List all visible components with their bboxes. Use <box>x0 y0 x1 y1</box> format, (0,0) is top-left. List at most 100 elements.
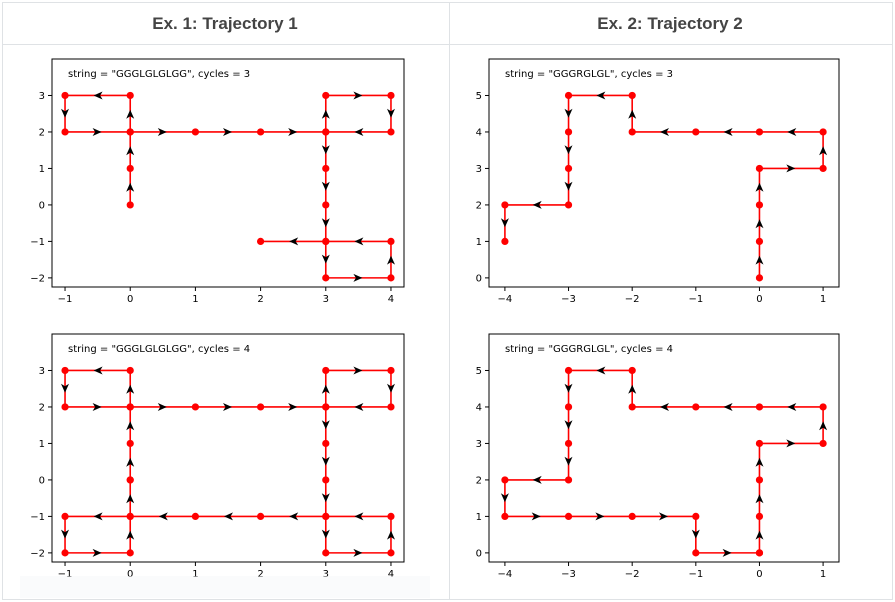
data-point <box>322 366 330 375</box>
data-point <box>564 128 573 136</box>
direction-arrow <box>354 237 364 246</box>
data-point <box>387 91 395 100</box>
direction-arrow <box>353 273 363 282</box>
y-tick-label: 0 <box>476 273 482 284</box>
y-tick-label: 2 <box>39 127 45 138</box>
data-point <box>126 476 134 484</box>
data-point <box>692 512 700 520</box>
data-point <box>191 512 200 520</box>
direction-arrow <box>354 512 364 521</box>
direction-arrow <box>564 456 573 466</box>
data-point <box>126 403 134 411</box>
x-tick-label: 4 <box>388 294 394 305</box>
direction-arrow <box>93 91 103 100</box>
data-point <box>628 403 636 411</box>
x-tick-label: −1 <box>58 294 73 305</box>
data-point <box>755 512 764 520</box>
data-point <box>564 91 573 100</box>
y-tick-label: −2 <box>30 273 45 284</box>
x-tick-label: 2 <box>257 294 263 305</box>
y-tick-label: 1 <box>476 512 482 523</box>
x-tick-label: 3 <box>323 569 329 580</box>
y-tick-label: −1 <box>30 237 45 248</box>
direction-arrow <box>61 529 69 539</box>
y-tick-label: 1 <box>39 164 45 175</box>
direction-arrow <box>321 109 330 119</box>
y-tick-label: 5 <box>476 366 482 377</box>
y-tick-label: 3 <box>476 164 482 175</box>
direction-arrow <box>93 366 103 375</box>
direction-arrow <box>691 529 700 539</box>
y-tick-label: 4 <box>476 402 482 413</box>
direction-arrow <box>532 200 542 209</box>
plot-ex1-cycles4: −1 0 1 2 3 4 −2 −1 0 1 2 3 string = "GGGLGLGLGG", cy… <box>30 333 405 580</box>
direction-arrow <box>819 421 828 431</box>
y-tick-label: −1 <box>30 512 45 523</box>
data-point <box>564 164 573 173</box>
direction-arrow <box>61 383 69 393</box>
plot-ex2-cycles4: −4 −3 −2 −1 0 1 0 1 2 3 4 5 string = "GGGRGLGL", cyc… <box>476 333 840 580</box>
data-point <box>501 512 509 520</box>
x-tick-label: 0 <box>756 569 762 580</box>
data-point <box>256 403 265 411</box>
direction-arrow <box>321 456 330 466</box>
x-tick-label: −1 <box>688 569 703 580</box>
data-point <box>692 403 700 411</box>
direction-arrow <box>321 145 330 155</box>
direction-arrow <box>723 128 733 136</box>
y-tick-label: 2 <box>476 475 482 486</box>
data-point <box>322 201 330 209</box>
x-tick-label: −2 <box>625 294 640 305</box>
direction-arrow <box>387 108 395 118</box>
direction-arrow <box>92 403 102 411</box>
direction-arrow <box>157 128 167 136</box>
direction-arrow <box>660 403 669 411</box>
y-tick-label: 2 <box>39 402 45 413</box>
data-point <box>501 201 509 209</box>
direction-arrow <box>387 530 395 540</box>
data-point <box>61 512 69 520</box>
x-tick-label: 4 <box>388 569 394 580</box>
direction-arrow <box>500 218 509 228</box>
data-point <box>501 237 509 245</box>
data-point <box>126 164 134 173</box>
direction-arrow <box>387 255 395 265</box>
data-point <box>819 164 827 173</box>
y-tick-label: 5 <box>476 91 482 102</box>
column-divider <box>449 3 450 599</box>
direction-arrow <box>321 218 330 228</box>
direction-arrow <box>532 475 542 484</box>
direction-arrow <box>353 366 363 375</box>
data-point <box>564 366 573 375</box>
data-point <box>126 91 134 100</box>
data-point <box>628 366 636 375</box>
direction-arrow <box>564 383 573 393</box>
plot-ex2-cycles3: −4 −3 −2 −1 0 1 0 1 2 3 4 5 string = "GGGRGLGL", cyc… <box>476 58 840 305</box>
direction-arrow <box>289 512 299 521</box>
x-tick-label: 0 <box>127 294 133 305</box>
direction-arrow <box>564 420 573 430</box>
data-point <box>61 366 69 375</box>
data-point <box>322 549 330 557</box>
data-point <box>755 201 764 209</box>
direction-arrow <box>660 128 669 136</box>
direction-arrow <box>786 164 796 173</box>
data-point <box>564 439 573 448</box>
direction-arrow <box>755 530 764 540</box>
plot-annotation: string = "GGGLGLGLGG", cycles = 4 <box>68 344 250 355</box>
direction-arrow <box>755 182 764 192</box>
data-point <box>755 439 764 448</box>
direction-arrow <box>755 457 764 467</box>
data-point <box>61 91 69 100</box>
plot-frame <box>488 58 840 288</box>
direction-arrow <box>596 366 606 375</box>
direction-arrow <box>354 128 364 136</box>
data-point <box>126 128 134 136</box>
data-point <box>322 237 330 245</box>
direction-arrow <box>564 181 573 191</box>
data-point <box>322 439 330 448</box>
data-point <box>387 403 395 411</box>
x-tick-label: 1 <box>820 294 826 305</box>
data-point <box>387 128 395 136</box>
data-point <box>564 512 573 520</box>
